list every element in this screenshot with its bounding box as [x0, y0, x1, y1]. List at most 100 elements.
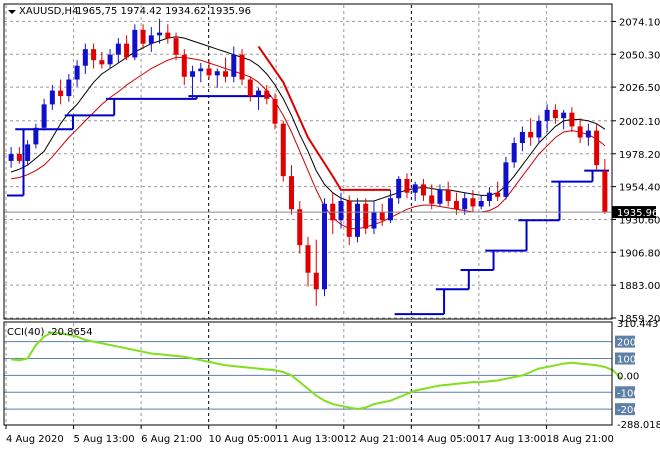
- candle-body: [577, 126, 583, 138]
- candle-body: [280, 123, 286, 177]
- candle-body: [412, 184, 418, 193]
- candle-body: [99, 60, 105, 65]
- candle-body: [478, 200, 484, 207]
- candle-body: [495, 192, 501, 197]
- candle-body: [511, 143, 517, 163]
- candle-body: [91, 49, 97, 61]
- candle-body: [470, 198, 476, 207]
- candle-body: [190, 71, 196, 77]
- candle-body: [437, 189, 443, 204]
- candle-body: [453, 200, 459, 210]
- candle-body: [503, 162, 509, 197]
- candle-body: [519, 131, 525, 144]
- candle-body: [49, 90, 55, 105]
- candle-body: [256, 90, 262, 97]
- candle-body: [173, 38, 179, 55]
- candle-body: [66, 79, 72, 97]
- candle-body: [585, 130, 591, 138]
- candle-body: [231, 54, 237, 77]
- candle-body: [528, 131, 534, 138]
- candle-body: [41, 104, 47, 128]
- x-tick-label: 10 Aug 05:00: [209, 434, 276, 445]
- candle-body: [387, 198, 393, 221]
- x-tick-label: 6 Aug 21:00: [141, 434, 202, 445]
- cci-level-tag: [615, 352, 635, 365]
- cci-level-tag: [615, 403, 635, 416]
- candle-body: [264, 90, 270, 99]
- y-tick-label: 2074.10: [619, 17, 660, 28]
- candle-body: [165, 32, 171, 39]
- x-tick-label: 17 Aug 13:00: [479, 434, 546, 445]
- candle-body: [561, 112, 567, 119]
- candle-body: [371, 212, 377, 229]
- candle-body: [486, 192, 492, 201]
- symbol-dropdown-icon[interactable]: [8, 10, 16, 14]
- candle-body: [445, 189, 451, 201]
- candle-body: [74, 65, 80, 80]
- candle-body: [602, 170, 608, 213]
- x-tick-label: 11 Aug 13:00: [276, 434, 343, 445]
- candle-body: [462, 198, 468, 210]
- candle-body: [214, 71, 220, 76]
- candle-body: [148, 35, 154, 44]
- candle-body: [297, 209, 303, 246]
- candle-body: [132, 29, 138, 58]
- axes: 2074.10 2050.30 2026.50 2002.10 1978.20 1954.…: [5, 17, 660, 445]
- x-tick-label: 4 Aug 2020: [6, 434, 64, 445]
- candle-body: [16, 154, 22, 161]
- cci-tick-label: -100: [617, 388, 640, 399]
- x-tick-label: 18 Aug 21:00: [546, 434, 613, 445]
- candle-body: [206, 68, 212, 76]
- candle-body: [354, 203, 360, 237]
- candle-body: [124, 43, 130, 58]
- candle-body: [289, 176, 295, 210]
- symbol-label: XAUUSD,H4: [19, 6, 78, 17]
- stop-resistance-line: [257, 45, 391, 191]
- x-tick-label: 5 Aug 13:00: [74, 434, 135, 445]
- candle-body: [404, 178, 410, 193]
- cci-pane-frame: [3, 321, 613, 426]
- candle-body: [594, 130, 600, 166]
- candle-body: [181, 54, 187, 77]
- candle-body: [140, 29, 146, 44]
- candle-body: [239, 54, 245, 80]
- cci-tick-label: 200: [617, 338, 636, 349]
- candle-body: [569, 112, 575, 127]
- y-tick-label: 1883.00: [619, 281, 660, 292]
- candle-body: [552, 109, 558, 119]
- cci-tick-label: 310.4437: [617, 319, 660, 330]
- cci-line: [11, 331, 623, 411]
- candle-body: [272, 98, 278, 124]
- candle-body: [379, 212, 385, 221]
- y-tick-label: 2026.50: [619, 83, 660, 94]
- candle-body: [305, 245, 311, 273]
- y-tick-label: 1978.20: [619, 150, 660, 161]
- candle-body: [396, 178, 402, 199]
- y-tick-label: 1859.20: [619, 314, 660, 325]
- candle-body: [313, 272, 319, 290]
- ohlc-readout: 1965,75 1974.42 1934.62 1935.96: [76, 6, 251, 17]
- candle-body: [198, 68, 204, 72]
- x-tick-label: 12 Aug 21:00: [344, 434, 411, 445]
- y-tick-label: 2002.10: [619, 117, 660, 128]
- main-pane-frame: [3, 3, 613, 320]
- candle-body: [536, 120, 542, 138]
- candle-body: [544, 109, 550, 121]
- cci-level-tag: [615, 335, 635, 348]
- y-tick-label: 1930.60: [619, 215, 660, 226]
- candle-body: [429, 195, 435, 204]
- candle-body: [346, 200, 352, 237]
- y-tick-label: 1906.80: [619, 248, 660, 259]
- main-price-pane: [4, 18, 612, 316]
- cci-tick-label: -288.0187: [617, 420, 660, 431]
- candle-body: [223, 71, 229, 77]
- candle-body: [107, 54, 113, 65]
- candle-body: [338, 200, 344, 221]
- candle-body: [247, 79, 253, 97]
- y-tick-label: 1954.40: [619, 183, 660, 194]
- candle-body: [82, 49, 88, 66]
- x-tick-label: 14 Aug 05:00: [411, 434, 478, 445]
- candle-body: [420, 184, 426, 196]
